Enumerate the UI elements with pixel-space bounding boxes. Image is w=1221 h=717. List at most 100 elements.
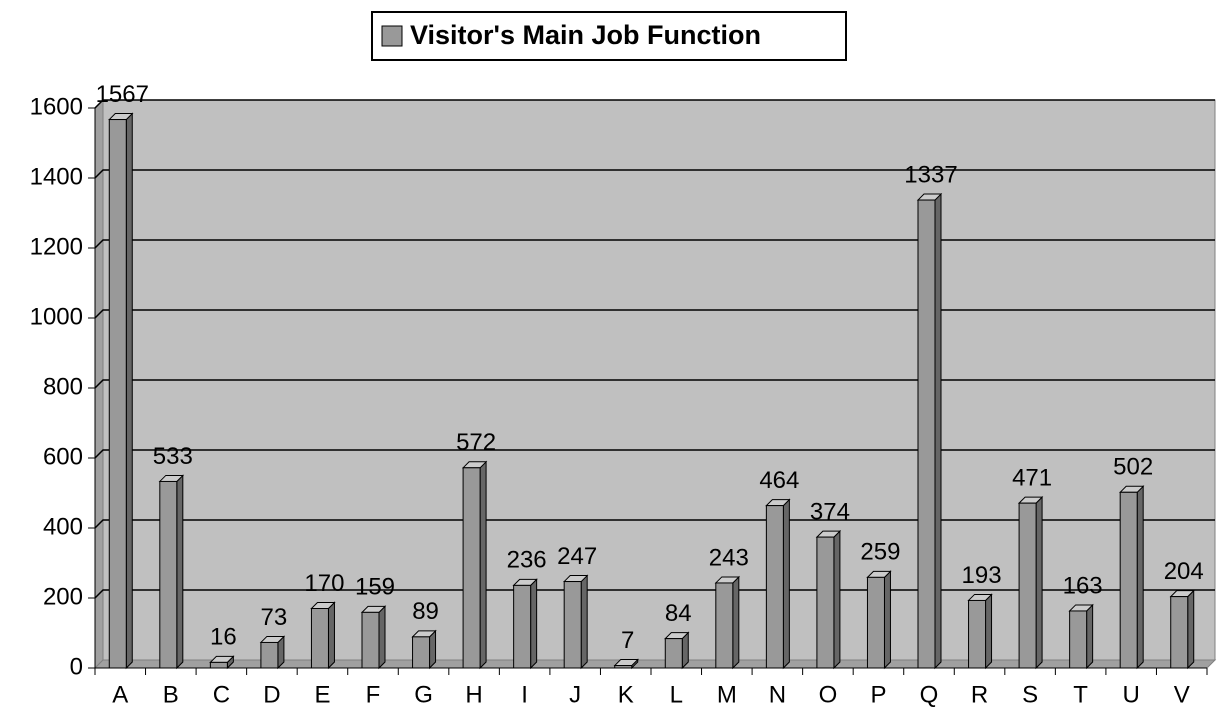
bar-side — [833, 529, 841, 670]
value-label: 170 — [304, 570, 344, 597]
bar-side — [732, 575, 740, 670]
x-tick-label: C — [213, 681, 230, 708]
value-label: 1567 — [96, 81, 149, 108]
x-tick-label: O — [819, 681, 838, 708]
bar — [866, 576, 885, 669]
bar-side — [1086, 603, 1094, 670]
value-label: 247 — [557, 543, 597, 570]
y-tick-label: 0 — [70, 653, 83, 680]
bar-side — [479, 460, 487, 670]
value-label: 7 — [621, 627, 634, 654]
bar-side — [1187, 589, 1195, 670]
bar — [1018, 502, 1037, 669]
value-label: 374 — [810, 498, 850, 525]
bar-side — [378, 605, 386, 670]
value-label: 84 — [665, 600, 692, 627]
x-tick-label: F — [366, 681, 381, 708]
value-label: 572 — [456, 429, 496, 456]
bar — [1069, 610, 1088, 669]
x-tick-label: K — [618, 681, 634, 708]
bar — [563, 581, 582, 669]
grid-line — [94, 99, 1215, 109]
value-label: 464 — [759, 467, 799, 494]
grid-line — [94, 379, 1215, 389]
bar-side — [530, 578, 538, 670]
x-tick-label: L — [670, 681, 683, 708]
bar — [412, 636, 431, 669]
grid-line — [94, 239, 1215, 249]
x-tick-label: J — [569, 681, 581, 708]
value-label: 533 — [153, 443, 193, 470]
bar — [1170, 596, 1189, 669]
bar-side — [1035, 495, 1043, 670]
x-tick-label: A — [112, 681, 128, 708]
bar — [1119, 491, 1138, 669]
value-label: 1337 — [904, 161, 957, 188]
value-label: 243 — [709, 544, 749, 571]
x-tick-label: N — [769, 681, 786, 708]
x-tick-label: V — [1174, 681, 1190, 708]
bar — [715, 582, 734, 669]
value-label: 73 — [261, 604, 288, 631]
legend-swatch — [381, 25, 403, 47]
value-label: 502 — [1113, 454, 1153, 481]
y-tick-label: 1000 — [30, 303, 83, 330]
y-tick-label: 1400 — [30, 163, 83, 190]
x-tick-label: M — [717, 681, 737, 708]
value-label: 16 — [210, 624, 237, 651]
x-tick-label: D — [263, 681, 280, 708]
x-tick-label: B — [163, 681, 179, 708]
bar — [361, 611, 380, 669]
bar-side — [327, 601, 335, 670]
grid-line — [94, 519, 1215, 529]
bar — [108, 119, 127, 669]
legend-label: Visitor's Main Job Function — [410, 20, 761, 50]
x-tick-label: G — [414, 681, 433, 708]
x-tick-label: P — [870, 681, 886, 708]
value-label: 236 — [507, 547, 547, 574]
y-tick-label: 1200 — [30, 233, 83, 260]
value-label: 259 — [860, 539, 900, 566]
value-label: 163 — [1063, 572, 1103, 599]
bar — [513, 584, 532, 669]
bar — [917, 199, 936, 669]
bar-side — [934, 192, 942, 670]
bar-side — [782, 498, 790, 670]
legend-box — [371, 11, 847, 61]
x-tick-label: S — [1022, 681, 1038, 708]
bar-side — [883, 570, 891, 670]
bar — [664, 638, 683, 669]
y-tick-label: 800 — [43, 373, 83, 400]
x-tick-label: U — [1123, 681, 1140, 708]
y-tick-label: 600 — [43, 443, 83, 470]
y-tick-label: 1600 — [30, 93, 83, 120]
x-tick-label: I — [521, 681, 528, 708]
x-tick-label: H — [465, 681, 482, 708]
x-tick-label: Q — [920, 681, 939, 708]
value-label: 159 — [355, 574, 395, 601]
bar — [614, 665, 633, 669]
grid-line — [94, 169, 1215, 179]
bar — [310, 608, 329, 669]
bar — [968, 599, 987, 669]
bar — [816, 536, 835, 669]
value-label: 193 — [962, 562, 1002, 589]
bar-side — [1136, 485, 1144, 670]
bar-side — [176, 474, 184, 670]
bar — [260, 641, 279, 669]
grid-line — [94, 449, 1215, 459]
x-tick-label: T — [1073, 681, 1088, 708]
y-tick-label: 400 — [43, 513, 83, 540]
bar-side — [985, 593, 993, 670]
value-label: 89 — [412, 598, 439, 625]
bar — [209, 661, 228, 669]
grid-line — [94, 589, 1215, 599]
y-tick-label: 200 — [43, 583, 83, 610]
bar-side — [125, 112, 133, 670]
grid-line — [94, 309, 1215, 319]
bar — [159, 480, 178, 669]
bar-side — [580, 574, 588, 670]
bar — [765, 505, 784, 669]
bar — [462, 467, 481, 669]
